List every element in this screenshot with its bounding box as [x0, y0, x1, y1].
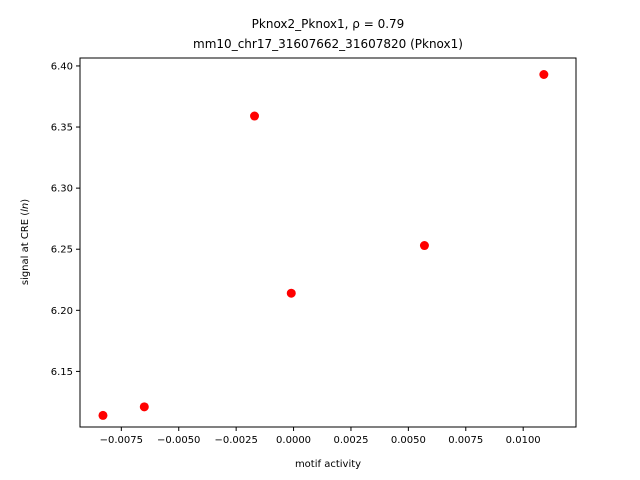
y-axis: 6.15 6.20 6.25 6.30 6.35 6.40	[51, 61, 80, 378]
y-tick-label: 6.30	[51, 184, 73, 195]
y-tick-label: 6.25	[51, 245, 73, 256]
y-tick-label: 6.35	[51, 123, 73, 134]
x-tick-label: 0.0050	[391, 435, 426, 446]
x-tick-label: −0.0025	[214, 435, 257, 446]
plot-area	[79, 57, 577, 428]
chart-title-line1: Pknox2_Pknox1, ρ = 0.79	[252, 17, 405, 31]
y-tick-label: 6.15	[51, 367, 73, 378]
data-point	[250, 111, 260, 121]
x-tick-label: −0.0050	[157, 435, 200, 446]
data-point	[139, 402, 149, 412]
x-axis: −0.0075 −0.0050 −0.0025 0.0000 0.0025 0.0050 0…	[100, 427, 541, 446]
data-point	[419, 241, 429, 251]
data-point	[286, 288, 296, 298]
data-points	[98, 69, 549, 420]
x-tick-label: 0.0075	[448, 435, 483, 446]
x-tick-label: 0.0000	[276, 435, 311, 446]
data-point	[98, 410, 108, 420]
y-axis-label: signal at CRE (ln)	[20, 199, 31, 285]
y-tick-label: 6.40	[51, 61, 73, 72]
x-tick-label: 0.0025	[333, 435, 368, 446]
data-point	[539, 69, 549, 79]
x-tick-label: 0.0100	[506, 435, 541, 446]
x-tick-label: −0.0075	[100, 435, 143, 446]
x-axis-label: motif activity	[295, 459, 361, 470]
y-tick-label: 6.20	[51, 306, 73, 317]
chart-title-line2: mm10_chr17_31607662_31607820 (Pknox1)	[193, 37, 463, 51]
